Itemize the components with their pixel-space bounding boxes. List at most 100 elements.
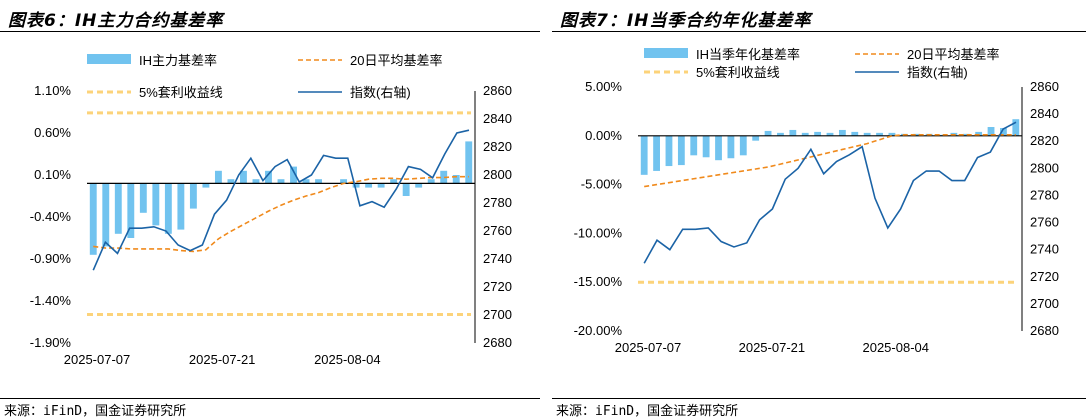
right-tick-label: 2680	[483, 335, 512, 350]
basis-bar	[677, 135, 685, 166]
basis-bar	[975, 131, 983, 136]
index-line	[92, 129, 470, 271]
basis-bar	[876, 132, 883, 136]
title-rule	[0, 31, 540, 32]
left-tick-label: -5.00%	[581, 177, 623, 192]
right-tick-label: 2800	[1030, 160, 1059, 175]
right-tick-label: 2760	[1030, 215, 1059, 230]
left-tick-label: 1.10%	[34, 83, 71, 98]
basis-bar	[801, 132, 809, 136]
basis-bar	[1000, 127, 1007, 136]
right-tick-label: 2780	[483, 195, 512, 210]
right-tick-label: 2820	[483, 139, 512, 154]
legend-label: 20日平均基差率	[907, 47, 999, 62]
basis-bar	[114, 183, 122, 234]
index-line	[643, 121, 1017, 264]
basis-bar	[89, 183, 97, 255]
left-tick-label: -0.40%	[30, 209, 72, 224]
title-rule	[552, 31, 1086, 32]
basis-bar	[851, 131, 859, 136]
right-tick-label: 2760	[483, 223, 512, 238]
legend-swatch-bars	[87, 54, 131, 64]
source-rule	[0, 398, 540, 399]
basis-bar	[814, 131, 822, 136]
legend-label: 指数(右轴)	[907, 65, 968, 80]
basis-bar	[1012, 119, 1020, 136]
left-tick-label: -15.00%	[574, 274, 623, 289]
right-tick-label: 2800	[483, 167, 512, 182]
basis-bar	[863, 132, 871, 136]
right-tick-label: 2780	[1030, 187, 1059, 202]
left-tick-label: -1.40%	[30, 293, 72, 308]
left-tick-label: -1.90%	[30, 335, 72, 350]
basis-bar	[987, 127, 995, 136]
basis-bar	[665, 135, 673, 167]
basis-bar	[789, 129, 797, 136]
right-tick-label: 2840	[483, 111, 512, 126]
right-tick-label: 2740	[483, 251, 512, 266]
chart-source: 来源：iFinD，国金证券研究所	[4, 404, 187, 419]
legend-background	[82, 50, 422, 102]
basis-bar	[340, 179, 348, 184]
x-tick-label: 2025-07-21	[739, 340, 806, 355]
right-tick-label: 2860	[483, 83, 512, 98]
basis-bar	[888, 132, 896, 136]
basis-bar	[214, 170, 222, 184]
basis-bar	[777, 132, 784, 136]
basis-bar	[240, 170, 247, 184]
legend-label: 5%套利收益线	[139, 85, 223, 100]
chart-title: 图表6：IH主力合约基差率	[8, 11, 224, 31]
right-tick-label: 2700	[483, 307, 512, 322]
x-tick-label: 2025-08-04	[314, 352, 381, 367]
basis-bar	[152, 183, 160, 226]
ma20-line	[644, 134, 1016, 188]
chart-svg: 1.10% 0.60% 0.10% -0.40% -0.90% -1.40% -1.90% 2…	[30, 50, 512, 367]
basis-bar	[826, 132, 834, 136]
chart-title: 图表7：IH当季合约年化基差率	[560, 11, 812, 31]
basis-bar	[277, 179, 285, 184]
basis-bar	[252, 179, 260, 184]
legend-label: IH主力基差率	[139, 53, 217, 68]
legend-label: IH当季年化基差率	[696, 47, 800, 62]
basis-bar	[365, 183, 373, 188]
chart-svg: 5.00% 0.00% -5.00% -10.00% -15.00% -20.00% 286…	[574, 47, 1059, 355]
source-rule	[552, 398, 1086, 399]
basis-bar	[739, 135, 747, 156]
basis-bar	[715, 135, 722, 161]
basis-bar	[390, 179, 398, 184]
basis-bar	[189, 183, 197, 209]
chart-panel-6: 图表6：IH主力合约基差率 1.10% 0.60% 0.10% -0.40% -0.90…	[0, 0, 540, 420]
right-tick-label: 2720	[1030, 269, 1059, 284]
chart-source: 来源：iFinD，国金证券研究所	[556, 404, 739, 419]
basis-bar	[653, 135, 660, 171]
basis-bar	[727, 135, 735, 159]
x-tick-label: 2025-07-07	[64, 352, 131, 367]
basis-bar	[752, 135, 760, 141]
x-tick-label: 2025-07-21	[189, 352, 256, 367]
basis-bar	[465, 141, 473, 184]
left-tick-label: 0.00%	[585, 128, 622, 143]
legend-label: 20日平均基差率	[350, 53, 442, 68]
basis-bar	[427, 179, 435, 184]
basis-bar	[202, 183, 210, 188]
basis-bar	[690, 135, 698, 156]
left-tick-label: -0.90%	[30, 251, 72, 266]
right-tick-label: 2700	[1030, 296, 1059, 311]
right-tick-label: 2680	[1030, 323, 1059, 338]
basis-bar	[452, 175, 460, 184]
legend-label: 5%套利收益线	[696, 65, 780, 80]
basis-bar	[377, 183, 385, 188]
chart-panel-7: 图表7：IH当季合约年化基差率 5.00% 0.00% -5.00% -10.00% -…	[552, 0, 1086, 420]
basis-bar	[913, 133, 921, 136]
basis-bar	[290, 166, 297, 184]
basis-bar	[227, 179, 235, 184]
basis-bar	[164, 183, 172, 234]
left-tick-label: -20.00%	[574, 323, 623, 338]
left-tick-label: 5.00%	[585, 79, 622, 94]
basis-bar	[415, 183, 423, 188]
basis-bar	[102, 183, 110, 247]
right-tick-label: 2840	[1030, 106, 1059, 121]
left-tick-label: 0.60%	[34, 125, 71, 140]
basis-bar	[352, 183, 360, 188]
basis-bar	[265, 170, 272, 184]
